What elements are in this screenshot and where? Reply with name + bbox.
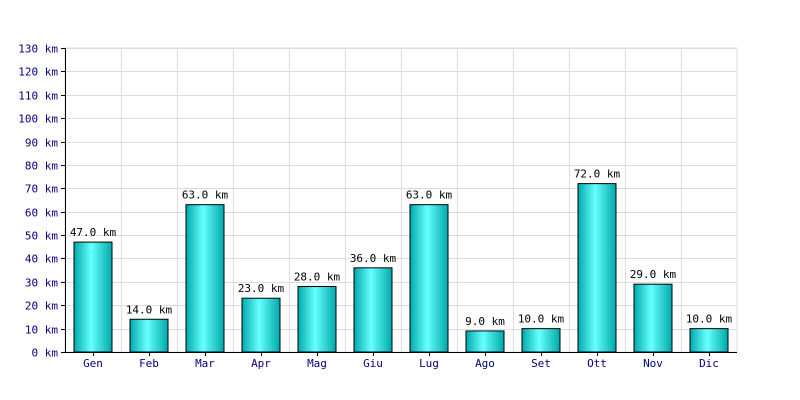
x-tick-label: Lug [419, 357, 439, 370]
x-tick-label: Dic [699, 357, 719, 370]
x-tick-label: Set [531, 357, 551, 370]
bar-dic [689, 328, 729, 353]
data-label: 63.0 km [182, 189, 229, 202]
y-tick-label: 10 km [25, 324, 58, 337]
x-tick-label: Gen [83, 357, 103, 370]
bar-mar [185, 204, 225, 353]
bar-nov [633, 283, 673, 353]
bar-feb [129, 318, 169, 353]
labels: 0 km 10 km 20 km 30 km 40 km 50 km 60 km 70 km 8… [18, 43, 732, 371]
x-tick-label: Giu [363, 357, 383, 370]
y-tick-label: 80 km [25, 160, 58, 173]
y-tick-label: 20 km [25, 300, 58, 313]
bar-giu [353, 267, 393, 353]
data-label: 47.0 km [70, 226, 117, 239]
bar-ott [577, 183, 617, 353]
y-tick-label: 110 km [18, 90, 58, 103]
x-tick-label: Mag [307, 357, 327, 370]
y-tick-label: 120 km [18, 66, 58, 79]
data-label: 9.0 km [465, 315, 505, 328]
y-tick-label: 40 km [25, 253, 58, 266]
y-tick-label: 30 km [25, 277, 58, 290]
data-label: 10.0 km [518, 313, 565, 326]
y-tick-label: 130 km [18, 43, 58, 56]
data-label: 29.0 km [630, 268, 677, 281]
y-tick-label: 90 km [25, 137, 58, 150]
data-label: 28.0 km [294, 271, 341, 284]
y-tick-label: 60 km [25, 207, 58, 220]
bar-lug [409, 204, 449, 353]
y-tick-label: 100 km [18, 113, 58, 126]
x-tick-label: Ott [587, 357, 607, 370]
data-label: 23.0 km [238, 282, 285, 295]
y-tick-label: 70 km [25, 183, 58, 196]
bar-apr [241, 297, 281, 353]
bar-ago [465, 330, 505, 353]
bar-gen [73, 241, 113, 353]
data-label: 14.0 km [126, 303, 173, 316]
x-tick-label: Feb [139, 357, 159, 370]
data-label: 10.0 km [686, 313, 733, 326]
data-label: 36.0 km [350, 252, 397, 265]
bar-mag [297, 286, 337, 353]
bar-set [521, 328, 561, 353]
y-tick-label: 0 km [32, 347, 59, 360]
x-tick-label: Ago [475, 357, 495, 370]
x-tick-label: Nov [643, 357, 663, 370]
axes [61, 48, 737, 356]
x-tick-label: Apr [251, 357, 271, 370]
x-tick-label: Mar [195, 357, 215, 370]
data-label: 72.0 km [574, 168, 621, 181]
y-tick-label: 50 km [25, 230, 58, 243]
bars [73, 183, 729, 353]
grid [64, 47, 738, 353]
data-label: 63.0 km [406, 189, 453, 202]
